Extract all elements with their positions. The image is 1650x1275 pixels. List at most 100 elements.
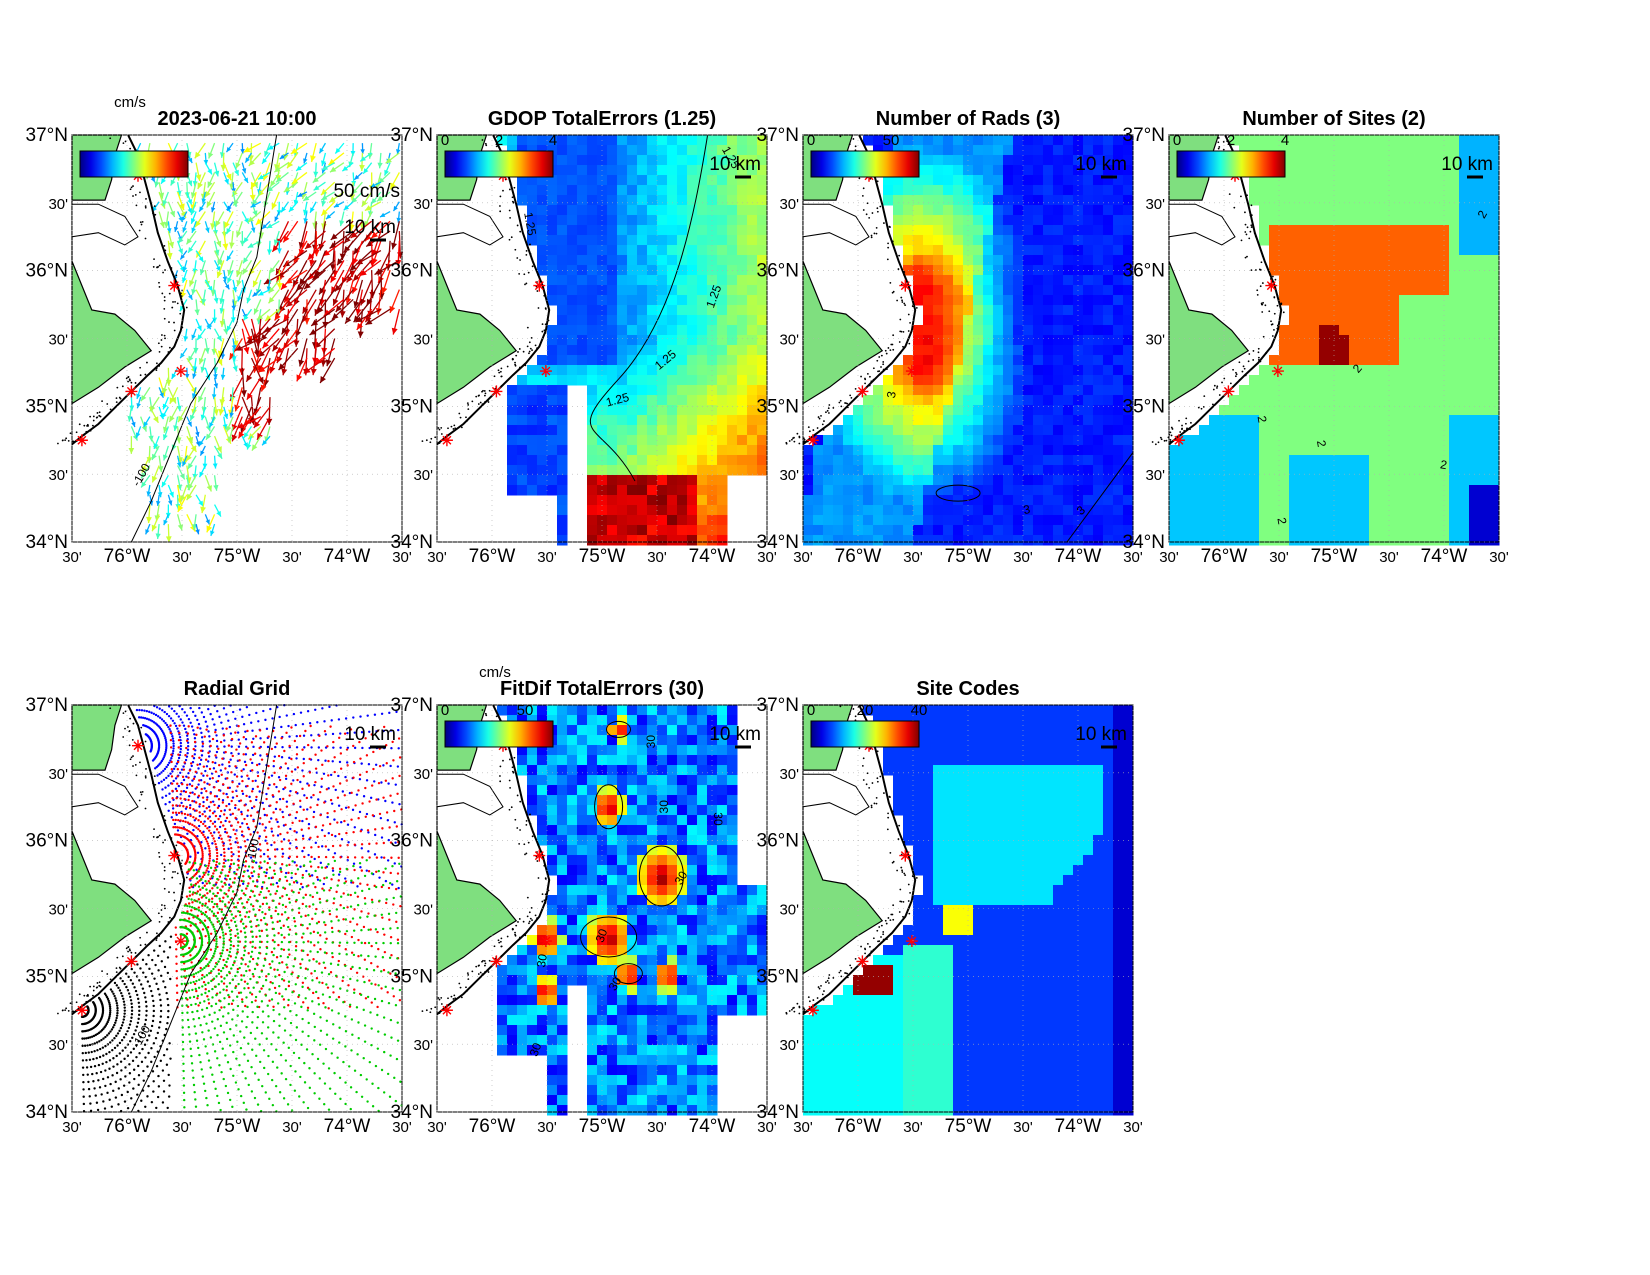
data-cell — [933, 285, 944, 296]
data-cell — [1063, 215, 1074, 226]
coast-dot — [899, 318, 902, 321]
data-cell — [747, 335, 758, 346]
data-cell — [1289, 145, 1300, 156]
data-cell — [1033, 215, 1044, 226]
data-cell — [1269, 185, 1280, 196]
current-vector-head — [319, 148, 324, 154]
data-cell — [747, 315, 758, 326]
data-cell — [1379, 525, 1390, 536]
data-cell — [647, 305, 658, 316]
data-cell — [933, 175, 944, 186]
data-cell — [637, 385, 648, 396]
data-cell — [993, 325, 1004, 336]
coast-dot — [1257, 351, 1260, 354]
data-cell — [1319, 495, 1330, 506]
coast-dot — [1250, 214, 1253, 217]
data-cell — [1013, 295, 1024, 306]
data-cell — [893, 385, 904, 396]
data-cell — [903, 375, 914, 386]
data-cell — [913, 435, 924, 446]
coast-dot — [122, 142, 125, 145]
data-cell — [1113, 525, 1124, 536]
data-cell — [1043, 145, 1054, 156]
coast-dot — [518, 273, 521, 275]
data-cell — [983, 525, 994, 536]
data-cell — [923, 255, 934, 266]
coast-dot — [152, 212, 154, 215]
data-cell — [1459, 325, 1470, 336]
contour-label: -100 — [129, 461, 153, 489]
data-cell — [1309, 535, 1320, 546]
data-cell — [1013, 145, 1024, 156]
data-cell — [697, 435, 708, 446]
data-cell — [617, 425, 628, 436]
coast-dot — [889, 349, 892, 351]
data-cell — [1023, 255, 1034, 266]
current-vector-head — [140, 394, 147, 402]
data-cell — [1053, 295, 1064, 306]
data-cell — [1339, 325, 1350, 336]
data-cell — [803, 535, 814, 546]
coast-dot — [508, 188, 511, 191]
data-cell — [677, 475, 688, 486]
data-cell — [1419, 205, 1430, 216]
coast-dot — [876, 207, 879, 210]
coast-dot — [1200, 407, 1203, 410]
data-cell — [1319, 185, 1330, 196]
coast-dot — [862, 209, 865, 211]
current-vector-head — [200, 414, 206, 421]
data-cell — [1489, 215, 1500, 226]
data-cell — [1229, 525, 1240, 536]
data-cell — [1419, 415, 1430, 426]
data-cell — [1389, 375, 1400, 386]
data-cell — [1043, 515, 1054, 526]
data-cell — [1419, 345, 1430, 356]
coast-dot — [1255, 269, 1257, 271]
data-cell — [1479, 495, 1490, 506]
data-cell — [607, 465, 618, 476]
data-cell — [913, 445, 924, 456]
data-cell — [627, 305, 638, 316]
data-cell — [557, 515, 568, 526]
data-cell — [1459, 455, 1470, 466]
data-cell — [1319, 225, 1330, 236]
data-cell — [667, 415, 678, 426]
coast-dot — [487, 399, 489, 402]
data-cell — [893, 465, 904, 476]
current-vector-head — [332, 298, 339, 306]
data-cell — [507, 475, 518, 486]
data-cell — [983, 365, 994, 376]
data-cell — [1023, 355, 1034, 366]
y-tick-label: 34°N — [391, 532, 433, 553]
data-cell — [667, 255, 678, 266]
coast-dot — [861, 194, 864, 197]
current-vector-head — [308, 273, 315, 280]
data-cell — [1379, 185, 1390, 196]
data-cell — [1459, 195, 1470, 206]
data-cell — [1093, 335, 1104, 346]
current-vector-head — [157, 466, 164, 473]
data-cell — [933, 195, 944, 206]
coast-dot — [510, 236, 513, 239]
data-cell — [1369, 275, 1380, 286]
data-cell — [667, 305, 678, 316]
data-cell — [637, 425, 648, 436]
data-cell — [1013, 195, 1024, 206]
data-cell — [1469, 145, 1480, 156]
data-cell — [983, 495, 994, 506]
data-cell — [677, 535, 688, 546]
data-cell — [1083, 225, 1094, 236]
data-cell — [1083, 395, 1094, 406]
data-cell — [757, 145, 768, 156]
x-tick-label: 30' — [392, 549, 412, 566]
current-vector-head — [190, 192, 197, 199]
data-cell — [1023, 145, 1034, 156]
data-cell — [1023, 525, 1034, 536]
current-vector-head — [195, 529, 200, 535]
data-cell — [903, 535, 914, 546]
coast-dot — [516, 257, 519, 259]
data-cell — [1479, 375, 1490, 386]
data-cell — [1063, 425, 1074, 436]
data-cell — [1299, 225, 1310, 236]
data-cell — [677, 385, 688, 396]
